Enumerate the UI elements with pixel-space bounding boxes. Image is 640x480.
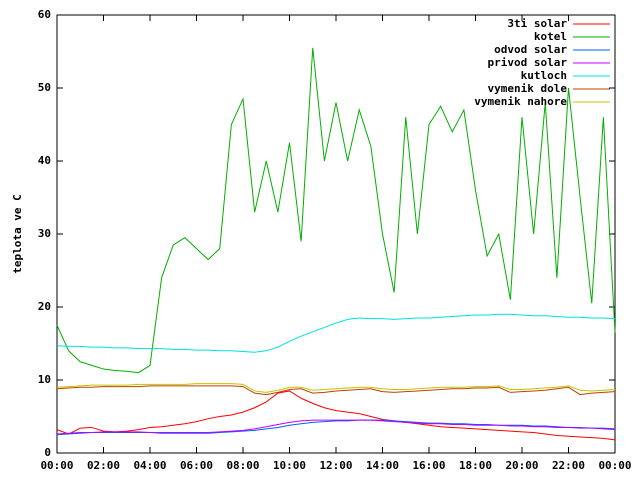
x-tick-label: 12:00	[319, 459, 352, 472]
series-line	[56, 385, 616, 396]
x-tick-label: 06:00	[180, 459, 213, 472]
x-tick-label: 10:00	[273, 459, 306, 472]
series-line	[56, 390, 616, 441]
legend-label: privod solar	[488, 56, 568, 69]
legend-label: odvod solar	[494, 43, 567, 56]
y-tick-label: 30	[38, 227, 51, 240]
legend-label: vymenik dole	[488, 82, 568, 95]
y-tick-label: 20	[38, 300, 51, 313]
x-tick-label: 22:00	[552, 459, 585, 472]
series-line	[56, 313, 616, 353]
x-tick-label: 08:00	[226, 459, 259, 472]
x-tick-label: 16:00	[412, 459, 445, 472]
legend-label: kutloch	[521, 69, 567, 82]
x-tick-label: 20:00	[505, 459, 538, 472]
series-line	[56, 383, 616, 393]
x-tick-label: 14:00	[366, 459, 399, 472]
legend-label: 3ti solar	[507, 17, 567, 30]
series-line	[56, 47, 616, 374]
y-tick-label: 60	[38, 8, 51, 21]
series-line	[56, 419, 616, 435]
y-tick-label: 40	[38, 154, 51, 167]
x-tick-label: 02:00	[87, 459, 120, 472]
y-axis-label: teplota ve C	[11, 194, 24, 273]
y-tick-label: 10	[38, 373, 51, 386]
x-tick-label: 04:00	[133, 459, 166, 472]
legend-label: vymenik nahore	[474, 95, 567, 108]
x-tick-label: 00:00	[598, 459, 631, 472]
legend-label: kotel	[534, 30, 567, 43]
y-tick-label: 0	[44, 446, 51, 459]
x-tick-label: 00:00	[40, 459, 73, 472]
y-tick-label: 50	[38, 81, 51, 94]
x-tick-label: 18:00	[459, 459, 492, 472]
